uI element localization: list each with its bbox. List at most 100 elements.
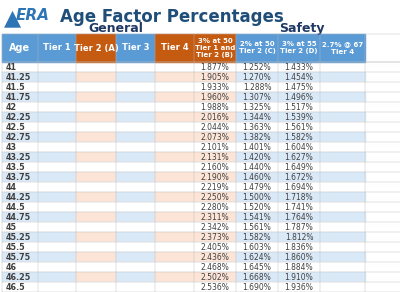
Bar — [278, 162, 320, 172]
Bar — [2, 72, 38, 82]
Bar — [236, 82, 278, 92]
Text: 1.479%: 1.479% — [242, 182, 272, 192]
Bar — [38, 162, 76, 172]
Bar — [2, 262, 38, 272]
Bar — [236, 62, 278, 72]
Bar — [155, 82, 194, 92]
Bar — [278, 232, 320, 242]
Bar — [76, 122, 116, 132]
Text: 1.936%: 1.936% — [284, 282, 314, 291]
Text: 1.517%: 1.517% — [285, 102, 313, 112]
Text: 1.718%: 1.718% — [285, 192, 313, 201]
Bar — [236, 272, 278, 282]
Text: 1.668%: 1.668% — [243, 272, 271, 281]
Bar — [2, 102, 38, 112]
Bar — [320, 112, 365, 122]
Bar — [194, 34, 236, 62]
Bar — [155, 192, 194, 202]
Text: Age: Age — [10, 43, 30, 53]
Bar — [38, 212, 76, 222]
Bar — [320, 162, 365, 172]
Text: 41: 41 — [6, 62, 17, 72]
Bar — [320, 152, 365, 162]
Text: 1.877%: 1.877% — [201, 62, 229, 72]
Bar — [278, 142, 320, 152]
Bar — [155, 282, 194, 292]
Text: 44.25: 44.25 — [6, 192, 31, 201]
Text: 1.603%: 1.603% — [242, 242, 272, 251]
Text: 2.219%: 2.219% — [201, 182, 229, 192]
Bar — [320, 122, 365, 132]
Bar — [116, 92, 155, 102]
Bar — [2, 172, 38, 182]
Bar — [38, 202, 76, 212]
Bar — [278, 62, 320, 72]
Text: 2% at 50
Tier 2 (C): 2% at 50 Tier 2 (C) — [238, 41, 276, 55]
Bar — [116, 282, 155, 292]
Text: Tier 4: Tier 4 — [161, 44, 188, 53]
Bar — [155, 242, 194, 252]
Bar — [236, 92, 278, 102]
Bar — [116, 102, 155, 112]
Bar — [194, 162, 236, 172]
Text: 1.440%: 1.440% — [242, 163, 272, 171]
Bar — [278, 82, 320, 92]
Bar — [38, 282, 76, 292]
Bar — [236, 34, 278, 62]
Bar — [116, 262, 155, 272]
Bar — [155, 142, 194, 152]
Bar — [194, 122, 236, 132]
Text: 44: 44 — [6, 182, 17, 192]
Text: 45.75: 45.75 — [6, 253, 31, 262]
Text: 2.373%: 2.373% — [200, 232, 230, 241]
Bar — [2, 182, 38, 192]
Bar — [2, 142, 38, 152]
Bar — [2, 62, 38, 72]
Bar — [2, 162, 38, 172]
Text: 2.342%: 2.342% — [201, 223, 229, 232]
Bar — [320, 172, 365, 182]
Bar — [76, 182, 116, 192]
Bar — [116, 132, 155, 142]
Bar — [236, 152, 278, 162]
Text: 43.5: 43.5 — [6, 163, 26, 171]
Bar — [116, 62, 155, 72]
Text: 1.649%: 1.649% — [284, 163, 314, 171]
Bar — [76, 82, 116, 92]
Text: 42: 42 — [6, 102, 17, 112]
Text: 41.25: 41.25 — [6, 72, 31, 81]
Bar — [76, 92, 116, 102]
Bar — [76, 132, 116, 142]
Bar — [194, 82, 236, 92]
Bar — [76, 202, 116, 212]
Bar — [2, 92, 38, 102]
Text: 1.627%: 1.627% — [285, 152, 313, 161]
Text: 41.75: 41.75 — [6, 93, 31, 102]
Bar — [194, 282, 236, 292]
Text: 42.75: 42.75 — [6, 133, 31, 142]
Text: 1.910%: 1.910% — [285, 272, 313, 281]
Bar — [155, 152, 194, 162]
Bar — [194, 212, 236, 222]
Bar — [236, 262, 278, 272]
Bar — [2, 132, 38, 142]
Text: 2.101%: 2.101% — [201, 142, 229, 152]
Bar — [155, 252, 194, 262]
Bar — [116, 182, 155, 192]
Text: 2.280%: 2.280% — [201, 202, 229, 211]
Bar — [194, 72, 236, 82]
Bar — [76, 282, 116, 292]
Bar — [194, 152, 236, 162]
Bar — [116, 202, 155, 212]
Bar — [320, 252, 365, 262]
Bar — [194, 232, 236, 242]
Bar — [2, 222, 38, 232]
Bar — [278, 132, 320, 142]
Bar — [38, 82, 76, 92]
Bar — [194, 62, 236, 72]
Bar — [278, 102, 320, 112]
Bar — [194, 172, 236, 182]
Bar — [38, 102, 76, 112]
Text: 1.694%: 1.694% — [284, 182, 314, 192]
Bar — [76, 262, 116, 272]
